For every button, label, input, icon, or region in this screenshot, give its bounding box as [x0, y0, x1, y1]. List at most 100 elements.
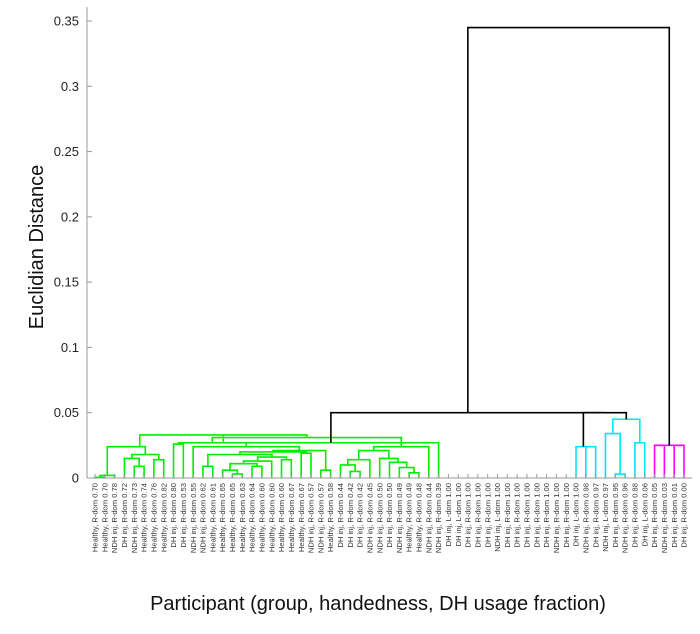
leaf-label: NDH inj, R-dom 0.78 [110, 483, 119, 553]
leaf-labels: Healthy, R-dom 0.70 Healthy, R-dom 0.70 ND… [91, 474, 689, 553]
leaf-label: DH inj, R-dom 0.05 [650, 483, 659, 548]
dendrogram-link-green [349, 470, 361, 478]
dendrogram-link-cyan [612, 418, 641, 443]
leaf-label: Healthy, R-dom 0.48 [415, 483, 424, 552]
leaf-label: Healthy, R-dom 0.67 [297, 483, 306, 552]
x-axis-title: Participant (group, handedness, DH usage… [150, 593, 606, 615]
dendrogram-link-cyan [604, 432, 621, 478]
y-tick-label: 0.35 [54, 14, 79, 29]
leaf-label: Healthy, R-dom 0.63 [238, 483, 247, 552]
dendrogram-link-green [153, 458, 165, 478]
y-axis-title: Euclidian Distance [26, 165, 48, 330]
leaf-label: DH inj, R-dom 0.95 [611, 483, 620, 548]
leaf-label: Healthy, R-dom 0.67 [287, 483, 296, 552]
leaf-label: NDH inj, R-dom 0.57 [307, 483, 316, 553]
leaf-label: Healthy, R-dom 0.60 [267, 483, 276, 552]
dendrogram-link-green [231, 473, 244, 478]
leaf-label: NDH inj, R-dom 0.45 [365, 483, 374, 553]
leaf-label: Healthy, R-dom 0.70 [91, 483, 100, 552]
dendrogram-link-green [251, 465, 263, 478]
leaf-label: DH inj, R-dom 0.42 [346, 483, 355, 548]
leaf-label: DH inj, R-dom 0.88 [631, 483, 640, 548]
leaf-label: DH inj, R-dom 0.01 [670, 483, 679, 548]
leaf-label: Healthy, R-dom 0.76 [150, 483, 159, 552]
leaf-label: NDH inj, L-dom 0.97 [601, 483, 610, 552]
leaf-label: Healthy, R-dom 0.60 [277, 483, 286, 552]
leaf-label: NDH inj, R-dom 0.49 [395, 483, 404, 553]
leaf-label: Healthy, R-dom 0.65 [228, 483, 237, 552]
dendrogram-links [94, 26, 685, 479]
leaf-label: DH inj, R-dom 0.53 [179, 483, 188, 548]
leaf-label: DH inj, R-dom 1.00 [503, 483, 512, 548]
leaf-label: NDH inj, R-dom 0.73 [130, 483, 139, 553]
leaf-label: DH inj, L-dom 0.06 [640, 483, 649, 546]
leaf-label: DH inj, L-dom 1.00 [444, 483, 453, 546]
dendrogram-link-green [319, 469, 332, 478]
leaf-label: DH inj, R-dom 0.80 [169, 483, 178, 548]
leaf-label: Healthy, R-dom 0.61 [208, 483, 217, 552]
leaf-label: DH inj, R-dom 1.00 [532, 483, 541, 548]
axes-layer: 0 0.05 0.1 0.15 0.2 0.25 0.3 0.35 [54, 7, 692, 486]
leaf-label: DH inj, R-dom 1.00 [483, 483, 492, 548]
leaf-label: Healthy, R-dom 0.64 [248, 483, 257, 552]
leaf-label: DH inj, R-dom 0.42 [356, 483, 365, 548]
dendrogram-link-green [106, 445, 147, 476]
dendrogram-link-cyan [585, 445, 597, 478]
leaf-label: DH inj, R-dom 0.97 [591, 483, 600, 548]
leaf-label: Healthy, R-dom 0.58 [326, 483, 335, 552]
dendrogram-link-green [172, 443, 185, 478]
dendrogram-link-magenta [673, 444, 685, 478]
leaf-label: DH inj, R-dom 1.00 [523, 483, 532, 548]
dendrogram-link-green [388, 461, 408, 478]
leaf-label: NDH inj, R-dom 0.96 [621, 483, 630, 553]
leaf-label: DH inj, R-dom 1.00 [542, 483, 551, 548]
y-tick-label: 0.3 [61, 79, 79, 94]
dendrogram-link-green [94, 476, 106, 479]
leaf-label: Healthy, R-dom 0.65 [218, 483, 227, 552]
leaf-label: DH inj, R-dom 0.50 [385, 483, 394, 548]
dendrogram-link-green [123, 457, 140, 478]
dendrogram-link-green [408, 471, 420, 478]
dendrogram-link-green [280, 458, 293, 478]
leaf-label: DH inj, R-dom 1.00 [513, 483, 522, 548]
leaf-label: Healthy, R-dom 0.74 [140, 483, 149, 552]
leaf-label: DH inj, L-dom 1.00 [572, 483, 581, 546]
dendrogram-link-black [467, 26, 671, 446]
dendrogram-link-green [300, 452, 312, 478]
y-tick-label: 0 [72, 471, 79, 486]
leaf-label: NDH inj, R-dom 0.03 [660, 483, 669, 553]
leaf-label: Healthy, R-dom 0.49 [405, 483, 414, 552]
leaf-label: NDH inj, R-dom 0.57 [316, 483, 325, 553]
dendrogram-link-magenta [653, 444, 666, 478]
leaf-label: DH inj, R-dom 0.44 [336, 483, 345, 548]
dendrogram-link-cyan [575, 445, 591, 478]
leaf-label: NDH inj, R-dom 1.00 [552, 483, 561, 553]
leaf-label: DH inj, L-dom 1.00 [454, 483, 463, 546]
leaf-label: DH inj, R-dom 0.00 [680, 483, 689, 548]
y-tick-label: 0.15 [54, 275, 79, 290]
leaf-label: NDH inj, R-dom 0.62 [199, 483, 208, 553]
leaf-label: NDH inj, R-dom 0.98 [581, 483, 590, 553]
dendrogram-link-green [133, 465, 145, 478]
leaf-label: NDH inj, R-dom 0.50 [375, 483, 384, 553]
dendrogram-link-cyan [614, 473, 626, 478]
leaf-label: DH inj, R-dom 0.72 [120, 483, 129, 548]
leaf-label: DH inj, R-dom 1.00 [473, 483, 482, 548]
leaf-label: Healthy, R-dom 0.82 [159, 483, 168, 552]
y-tick-label: 0.2 [61, 209, 79, 224]
dendrogram-link-cyan [634, 441, 646, 478]
leaf-label: NDH inj, L-dom 1.00 [493, 483, 502, 552]
y-tick-label: 0.25 [54, 144, 79, 159]
leaf-label: NDH inj, R-dom 0.55 [189, 483, 198, 553]
leaf-label: Healthy, R-dom 0.70 [100, 483, 109, 552]
dendrogram-link-green [346, 458, 371, 478]
dendrogram-link-green [202, 465, 214, 478]
leaf-label: NDH inj, R-dom 0.39 [434, 483, 443, 553]
dendrogram-link-black [330, 411, 605, 443]
y-tick-label: 0.1 [61, 340, 79, 355]
leaf-label: DH inj, R-dom 1.00 [562, 483, 571, 548]
leaf-label: DH inj, R-dom 1.00 [464, 483, 473, 548]
leaf-label: Healthy, R-dom 0.60 [257, 483, 266, 552]
y-tick-label: 0.05 [54, 405, 79, 420]
